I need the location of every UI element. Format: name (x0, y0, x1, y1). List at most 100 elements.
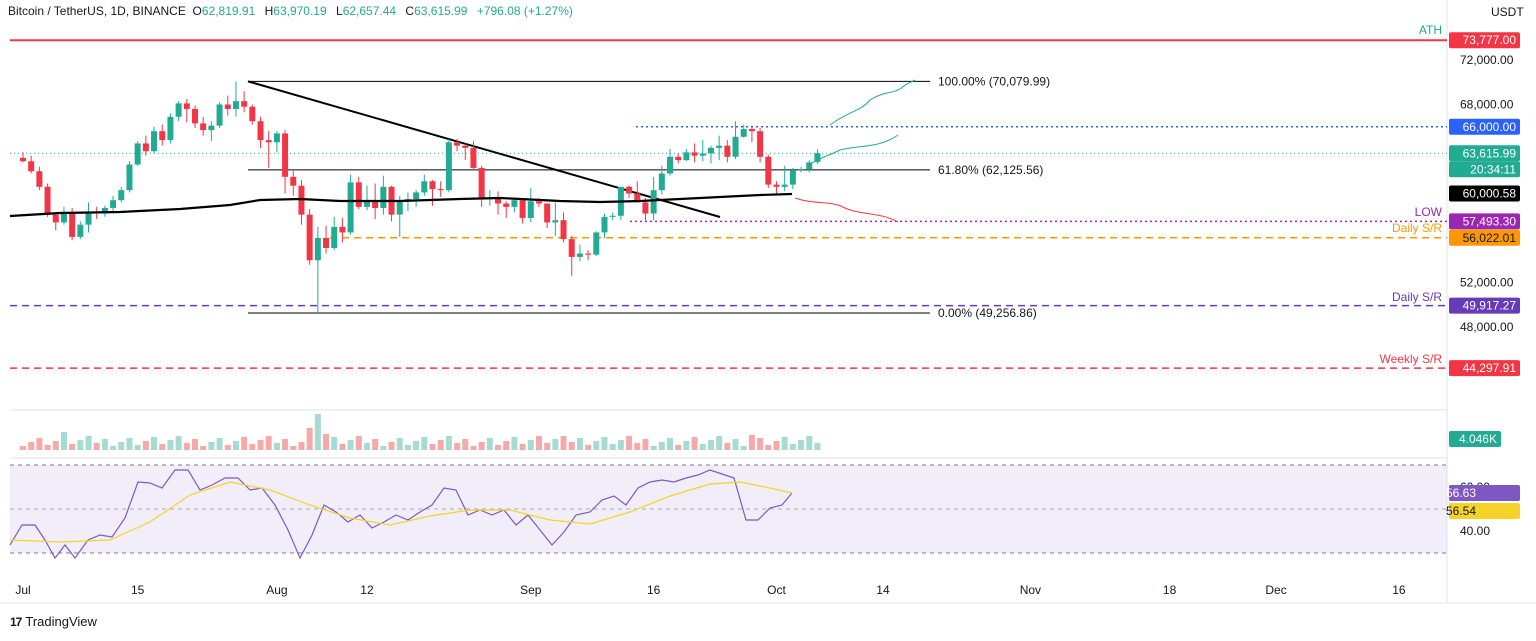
candle-body (454, 142, 461, 146)
candle-body (118, 190, 125, 201)
volume-bar (52, 441, 59, 450)
candle-body (642, 202, 649, 214)
volume-bar (576, 438, 583, 450)
tradingview-logo[interactable]: 17 TradingView (10, 614, 97, 629)
candle-body (110, 200, 117, 208)
candle-body (495, 197, 502, 204)
candle-body (175, 103, 182, 117)
rsi-ma-label-box (1449, 503, 1520, 519)
candle-body (445, 142, 452, 191)
candle-body (208, 125, 215, 131)
candle-body (77, 224, 84, 237)
candle-body (699, 153, 706, 156)
price-tick-label: 52,000.00 (1460, 276, 1514, 290)
time-tick-label: 16 (647, 583, 661, 597)
candle-body (470, 147, 477, 168)
price-label-box (1449, 145, 1520, 162)
volume-bar (470, 446, 477, 450)
volume-bar (544, 443, 551, 450)
candle-body (282, 133, 289, 177)
volume-bar (380, 446, 387, 450)
candle-body (724, 145, 731, 157)
volume-bar (355, 436, 362, 450)
volume-bar (757, 438, 764, 450)
candle-body (511, 200, 518, 207)
volume-bar (773, 441, 780, 450)
price-label-text: 49,917.27 (1463, 299, 1517, 313)
level-annotation: Daily S/R (1392, 221, 1442, 235)
volume-bar (454, 443, 461, 450)
volume-bar (232, 441, 239, 450)
currency-label[interactable]: USDT (1491, 5, 1524, 19)
volume-bar (642, 439, 649, 450)
candle-body (265, 140, 272, 143)
time-tick-label: 15 (131, 583, 145, 597)
level-annotation: Daily S/R (1392, 290, 1442, 304)
time-tick-label: 18 (1163, 583, 1177, 597)
candle-body (159, 131, 166, 141)
rsi-ma-label-text: 56.54 (1446, 504, 1476, 518)
candle-body (478, 167, 485, 200)
volume-bar (478, 442, 485, 450)
candle-body (339, 226, 346, 233)
price-tick-label: 68,000.00 (1460, 98, 1514, 112)
volume-bar (626, 436, 633, 450)
volume-bar (707, 440, 714, 450)
volume-bar (77, 440, 84, 450)
time-tick-label: Sep (520, 583, 542, 597)
candle-body (519, 200, 526, 218)
candle-body (404, 199, 411, 201)
candle-body (28, 161, 35, 172)
volume-bar (257, 440, 264, 450)
volume-bar (306, 428, 313, 450)
candle-body (36, 171, 43, 187)
symbol-title[interactable]: Bitcoin / TetherUS, 1D, BINANCE (8, 4, 186, 18)
ma-200-line (9, 192, 793, 218)
candle-body (331, 226, 338, 249)
volume-bar (183, 443, 190, 450)
candle-body (740, 128, 747, 137)
volume-bar (413, 441, 420, 450)
volume-bar (511, 437, 518, 450)
volume-bar (314, 414, 321, 450)
candle-body (183, 103, 190, 109)
price-label-box (1449, 213, 1520, 230)
level-annotation: Weekly S/R (1380, 352, 1443, 366)
low-label: L (336, 4, 343, 18)
price-tick-label: 72,000.00 (1460, 53, 1514, 67)
candle-body (568, 239, 575, 257)
fib-label: 0.00% (49,256.86) (938, 306, 1037, 320)
candle-body (290, 176, 297, 186)
volume-bar (191, 439, 198, 450)
volume-bar (28, 442, 35, 450)
volume-bar (519, 444, 526, 450)
volume-bar (527, 440, 534, 450)
candle-body (413, 192, 420, 200)
price-label-text: 63,615.99 (1463, 146, 1517, 160)
volume-bar (732, 439, 739, 450)
candle-body (609, 215, 616, 217)
candle-body (765, 156, 772, 185)
volume-bar (503, 441, 510, 450)
volume-bar (167, 440, 174, 450)
time-tick-label: 12 (360, 583, 374, 597)
volume-bar (593, 441, 600, 450)
bullish-projection (829, 79, 916, 126)
time-tick-label: Nov (1020, 583, 1041, 597)
volume-bar (650, 446, 657, 450)
candle-body (396, 200, 403, 215)
volume-bar (437, 440, 444, 450)
price-tick-label: 48,000.00 (1460, 320, 1514, 334)
volume-bar (724, 443, 731, 450)
volume-bar (495, 445, 502, 450)
fib-label: 100.00% (70,079.99) (938, 74, 1050, 88)
candle-body (200, 123, 207, 131)
volume-bar (601, 437, 608, 450)
candle-body (249, 106, 256, 122)
price-label-box (1449, 297, 1520, 314)
low-value: 62,657.44 (342, 4, 397, 18)
volume-bar (617, 440, 624, 450)
candle-body (241, 101, 248, 107)
candle-body (601, 216, 608, 233)
